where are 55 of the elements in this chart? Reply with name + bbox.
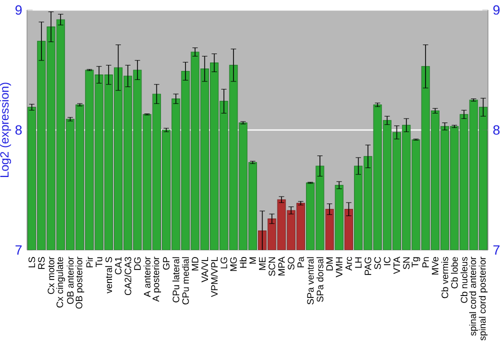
x-tick-label: Pa <box>297 256 304 268</box>
x-tick-label: CA2/CA3 <box>124 257 132 296</box>
x-tick-label: spinal cord posterior <box>478 256 488 340</box>
x-tick-label: Cb vermis <box>441 256 448 298</box>
x-tick-label: Tu <box>96 257 102 267</box>
x-tick-label: Cb lobe <box>450 257 458 288</box>
x-tick-label: Pir <box>86 256 93 268</box>
x-tick-label: Cb nucleus <box>460 256 468 303</box>
y2-tick-label: 8 <box>493 125 500 135</box>
x-tick-label: PAG <box>364 257 372 275</box>
x-tick-label: SCN <box>268 257 276 276</box>
x-tick-label: A anterior <box>144 256 150 298</box>
x-tick-label: Tg <box>412 257 420 268</box>
y-axis-title: Log2 (expression) <box>0 82 12 178</box>
x-tick-label: VMH <box>336 257 342 278</box>
x-tick-label: VA/VL <box>201 256 208 282</box>
x-tick-label: LS <box>28 257 36 268</box>
x-tick-label: Pn <box>422 257 429 268</box>
x-tick-label: MG <box>230 257 237 271</box>
x-tick-label: OB anterior <box>66 256 74 304</box>
x-tick-label: Cx motor <box>48 256 54 294</box>
x-tick-label: DM <box>326 257 333 270</box>
x-tick-label: GP <box>162 257 170 270</box>
x-tick-label: MD <box>192 257 198 270</box>
y2-tick-label: 7 <box>493 245 500 255</box>
x-tick-label: CA1 <box>114 257 122 274</box>
y-tick-label: 8 <box>15 125 22 135</box>
y-tick-label: 7 <box>16 245 22 255</box>
x-tick-label: SPa dorsal <box>316 257 324 302</box>
x-tick-label: CPu medial <box>182 257 189 304</box>
x-tick-label: VPM/VPL <box>210 256 218 298</box>
x-tick-label: spinal cord anterior <box>469 256 478 336</box>
x-tick-label: RS <box>38 257 45 269</box>
x-tick-label: VTA <box>394 256 400 274</box>
x-tick-label: SO <box>288 257 294 270</box>
x-tick-label: LH <box>355 257 362 268</box>
x-tick-label: ME <box>259 257 266 270</box>
x-tick-label: LG <box>220 257 228 268</box>
x-tick-label: DG <box>134 257 141 270</box>
x-tick-label: A posterior <box>152 256 162 302</box>
y2-tick-label: 9 <box>493 5 500 15</box>
x-tick-label: CPu lateral <box>172 257 180 302</box>
x-tick-label: SPa ventral <box>306 257 314 304</box>
x-tick-label: MPA <box>278 256 285 276</box>
x-tick-label: Hb <box>240 257 247 268</box>
y-tick-label: 9 <box>16 5 22 15</box>
x-tick-label: SN <box>403 257 410 270</box>
x-tick-label: IC <box>384 256 390 266</box>
x-tick-label: Cx cingulate <box>56 257 65 308</box>
x-tick-label: OB posterior <box>75 256 84 309</box>
x-tick-label: MVe <box>432 257 438 275</box>
x-tick-label: Arc <box>345 256 352 271</box>
x-tick-label: M <box>249 257 256 264</box>
x-tick-label: ventral S <box>105 257 112 294</box>
x-tick-label: SC <box>374 256 381 270</box>
